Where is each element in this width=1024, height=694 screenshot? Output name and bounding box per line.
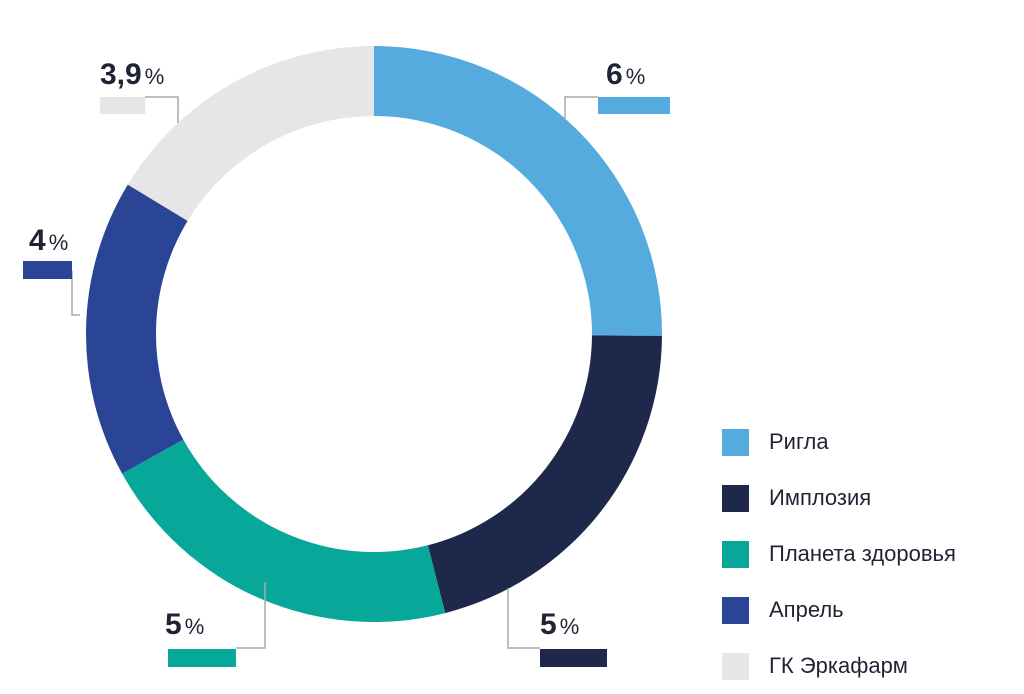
legend-item-5: ГК Эркафарм (722, 638, 956, 694)
donut-slice-2 (427, 335, 662, 614)
legend-label: Планета здоровья (769, 541, 956, 566)
label-marker-1 (598, 97, 670, 114)
donut-slice-1 (374, 46, 662, 336)
legend-swatch (722, 596, 749, 624)
legend-label: ГК Эркафарм (769, 653, 908, 678)
label-marker-2 (540, 649, 607, 667)
legend-item-1: Ригла (722, 414, 956, 470)
data-label-4: 4% (29, 224, 68, 257)
data-label-5: 3,9% (100, 58, 164, 91)
legend-item-2: Имплозия (722, 470, 956, 526)
data-label-2: 5% (540, 608, 579, 641)
legend-label: Ригла (769, 429, 829, 454)
leader-line-2 (507, 588, 540, 649)
label-marker-3 (168, 649, 236, 667)
legend-label: Имплозия (769, 485, 872, 510)
donut-slice-3 (122, 439, 446, 622)
legend-item-3: Планета здоровья (722, 526, 956, 582)
label-marker-5 (100, 97, 145, 114)
legend-swatch (722, 540, 749, 568)
leader-line-3 (236, 582, 266, 649)
legend-swatch (722, 484, 749, 512)
chart-legend: Ригла Имплозия Планета здоровья Апрель ГК Эр… (722, 414, 956, 694)
legend-item-4: Апрель (722, 582, 956, 638)
legend-swatch (722, 652, 749, 680)
leader-line-5 (145, 96, 179, 123)
legend-label: Апрель (769, 597, 844, 622)
label-marker-4 (23, 261, 72, 279)
donut-slice-5 (127, 46, 375, 221)
data-label-3: 5% (165, 608, 204, 641)
leader-line-4 (71, 271, 80, 316)
legend-swatch (722, 428, 749, 456)
donut-slice-4 (85, 184, 188, 474)
leader-line-1 (564, 96, 598, 120)
data-label-1: 6% (606, 58, 645, 91)
